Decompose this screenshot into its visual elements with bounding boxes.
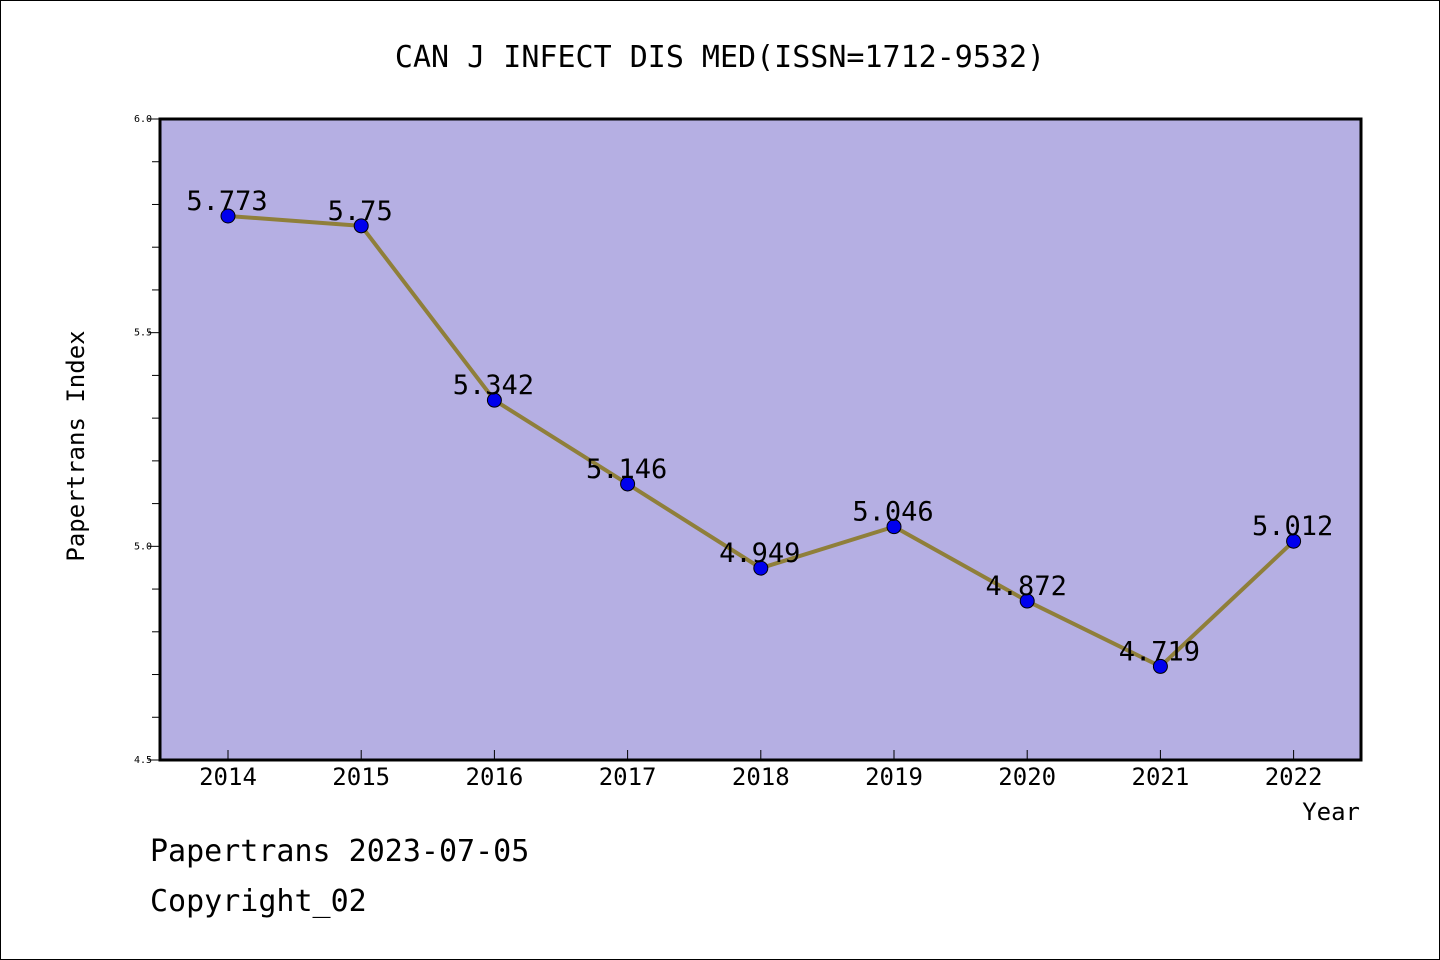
x-tick-label: 2015 <box>332 763 390 791</box>
chart-title: CAN J INFECT DIS MED(ISSN=1712-9532) <box>395 40 1045 75</box>
x-tick-label: 2022 <box>1265 763 1323 791</box>
data-point <box>886 519 902 535</box>
x-tick-label: 2021 <box>1132 763 1190 791</box>
data-point <box>486 392 502 408</box>
data-point <box>753 560 769 576</box>
footer-date-text: Papertrans 2023-07-05 <box>150 834 530 869</box>
y-tick-label: 5.0 <box>134 541 152 552</box>
x-tick-label: 2014 <box>199 763 257 791</box>
data-point <box>1286 533 1302 549</box>
data-label: 4.719 <box>1119 636 1200 667</box>
data-label: 5.046 <box>852 497 933 528</box>
x-tick-label: 2019 <box>865 763 923 791</box>
data-label: 5.146 <box>586 454 667 485</box>
data-label: 4.872 <box>986 571 1067 602</box>
y-tick-label: 6.0 <box>134 114 152 125</box>
data-labels: 5.773 5.75 5.342 5.146 4.949 5.046 4.872 4.719 5… <box>186 186 1333 667</box>
y-axis-ticks: 4.5 5.0 5.5 6.0 <box>134 114 160 766</box>
x-axis-label: Year <box>1302 798 1360 826</box>
y-tick-label: 5.5 <box>134 328 152 339</box>
x-tick-label: 2016 <box>466 763 524 791</box>
data-label: 5.773 <box>186 186 267 217</box>
data-point <box>620 476 636 492</box>
data-label: 5.75 <box>328 196 393 227</box>
x-tick-label: 2020 <box>998 763 1056 791</box>
y-tick-label: 4.5 <box>134 755 152 766</box>
data-point <box>1019 593 1035 609</box>
data-point <box>220 208 236 224</box>
data-label: 5.342 <box>453 370 534 401</box>
x-tick-label: 2018 <box>732 763 790 791</box>
data-label: 4.949 <box>719 538 800 569</box>
x-tick-label: 2017 <box>599 763 657 791</box>
data-label: 5.012 <box>1252 511 1333 542</box>
x-axis-ticks: 2014 2015 2016 2017 2018 2019 2020 2021 2022 <box>199 750 1322 791</box>
y-axis-label: Papertrans Index <box>62 330 90 561</box>
data-point <box>1152 658 1168 674</box>
series-markers <box>220 208 1302 674</box>
footer-copyright-text: Copyright_02 <box>150 884 367 919</box>
data-point <box>353 218 369 234</box>
